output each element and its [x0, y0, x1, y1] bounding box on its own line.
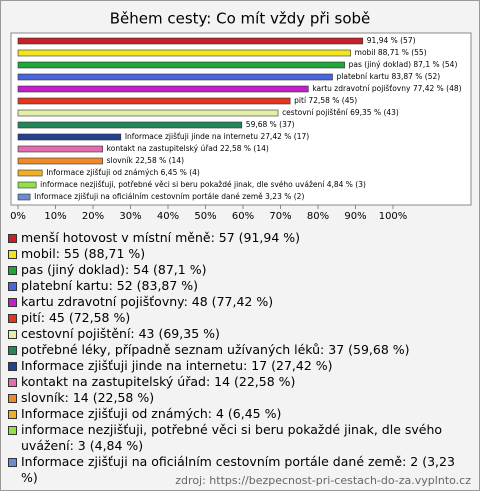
x-tick-label: 30% — [119, 211, 141, 222]
legend-item: mobil: 55 (88,71 %) — [8, 246, 473, 262]
bar — [17, 73, 333, 81]
legend-label: mobil: 55 (88,71 %) — [21, 246, 146, 261]
legend-item: platební kartu: 52 (83,87 %) — [8, 278, 473, 294]
bar — [17, 37, 364, 45]
legend-label: platební kartu: 52 (83,87 %) — [21, 278, 199, 293]
legend-label: slovník: 14 (22,58 %) — [21, 390, 155, 405]
bar-label: Informace zjišťuji na oficiálním cestovn… — [34, 192, 304, 201]
legend-label: potřebné léky, případně seznam užívaných… — [21, 342, 410, 357]
legend-label: kontakt na zastupitelský úřad: 14 (22,58… — [21, 374, 296, 389]
legend-item: Informace zjišťuji jinde na internetu: 1… — [8, 358, 473, 374]
legend-swatch — [8, 362, 17, 371]
x-tick-label: 50% — [194, 211, 216, 222]
bar-label: cestovní pojištění 69,35 % (43) — [282, 108, 399, 117]
plot: Během cesty: Co mít vždy při sobě 0% 10% 2… — [10, 10, 472, 222]
legend-label: Informace zjišťuji jinde na internetu: 1… — [21, 358, 333, 373]
legend-item: Informace zjišťuji na oficiálním cestovn… — [8, 454, 473, 486]
bar-label: pití 72,58 % (45) — [294, 96, 357, 105]
legend-swatch — [8, 298, 17, 307]
legend-swatch — [8, 458, 17, 467]
legend-swatch — [8, 346, 17, 355]
bar-label: kontakt na zastupitelský úřad 22,58 % (1… — [107, 144, 269, 153]
x-tick-label: 100% — [379, 211, 408, 222]
bar — [17, 85, 309, 93]
x-tick-label: 10% — [44, 211, 66, 222]
source: zdroj: https://bezpecnost-pri-cestach-do… — [175, 474, 471, 487]
bar — [17, 97, 291, 105]
x-tick-label: 80% — [307, 211, 329, 222]
legend-label: Informace zjišťuji od známých: 4 (6,45 %… — [21, 406, 282, 421]
legend-item: kontakt na zastupitelský úřad: 14 (22,58… — [8, 374, 473, 390]
bar-label: platební kartu 83,87 % (52) — [337, 72, 441, 81]
bar — [17, 181, 37, 189]
legend-label: cestovní pojištění: 43 (69,35 %) — [21, 326, 220, 341]
legend-item: pas (jiný doklad): 54 (87,1 %) — [8, 262, 473, 278]
x-tick-label: 90% — [344, 211, 366, 222]
x-tick-label: 40% — [157, 211, 179, 222]
legend-label: informace nezjišťuji, potřebné věci si b… — [21, 422, 443, 453]
legend-item: slovník: 14 (22,58 %) — [8, 390, 473, 406]
bar-label: 59,68 % (37) — [246, 120, 295, 129]
legend-label: Informace zjišťuji na oficiálním cestovn… — [21, 454, 455, 485]
legend-swatch — [8, 378, 17, 387]
legend-item: cestovní pojištění: 43 (69,35 %) — [8, 326, 473, 342]
bar-label: slovník 22,58 % (14) — [107, 156, 184, 165]
legend-swatch — [8, 314, 17, 323]
legend-item: pití: 45 (72,58 %) — [8, 310, 473, 326]
legend-item: menší hotovost v místní měně: 57 (91,94 … — [8, 230, 473, 246]
legend-swatch — [8, 394, 17, 403]
bar-label: Informace zjišťuji jinde na internetu 27… — [125, 132, 309, 141]
legend-label: pas (jiný doklad): 54 (87,1 %) — [21, 262, 207, 277]
x-tick-label: 0% — [10, 211, 26, 222]
bar — [17, 49, 351, 57]
legend-swatch — [8, 410, 17, 419]
legend-item: Informace zjišťuji od známých: 4 (6,45 %… — [8, 406, 473, 422]
bar — [17, 145, 103, 153]
legend-label: pití: 45 (72,58 %) — [21, 310, 131, 325]
bar-label: pas (jiný doklad) 87,1 % (54) — [349, 60, 458, 69]
legend-item: informace nezjišťuji, potřebné věci si b… — [8, 422, 473, 454]
legend-swatch — [8, 426, 17, 435]
legend-item: kartu zdravotní pojišťovny: 48 (77,42 %) — [8, 294, 473, 310]
bar-label: informace nezjišťuji, potřebné věci si b… — [40, 180, 366, 189]
x-tick-label: 20% — [82, 211, 104, 222]
legend-swatch — [8, 234, 17, 243]
legend-swatch — [8, 282, 17, 291]
legend-item: potřebné léky, případně seznam užívaných… — [8, 342, 473, 358]
bar — [17, 193, 31, 201]
legend-label: menší hotovost v místní měně: 57 (91,94 … — [21, 230, 301, 245]
bar — [17, 169, 43, 177]
bar — [17, 157, 103, 165]
legend: menší hotovost v místní měně: 57 (91,94 … — [8, 230, 473, 486]
plot-frame — [10, 32, 472, 206]
bar-label: kartu zdravotní pojišťovny 77,42 % (48) — [312, 84, 461, 93]
bar — [17, 133, 122, 141]
bar — [17, 109, 279, 117]
bar-label: Informace zjišťuji od známých 6,45 % (4) — [46, 168, 200, 177]
x-tick-label: 70% — [269, 211, 291, 222]
bar-label: 91,94 % (57) — [367, 36, 416, 45]
legend-swatch — [8, 330, 17, 339]
bar — [17, 121, 243, 129]
legend-swatch — [8, 250, 17, 259]
legend-swatch — [8, 266, 17, 275]
chart-title: Během cesty: Co mít vždy při sobě — [110, 10, 371, 28]
bar — [17, 61, 345, 69]
legend-label: kartu zdravotní pojišťovny: 48 (77,42 %) — [21, 294, 274, 309]
bar-label: mobil 88,71 % (55) — [355, 48, 427, 57]
x-tick-label: 60% — [232, 211, 254, 222]
